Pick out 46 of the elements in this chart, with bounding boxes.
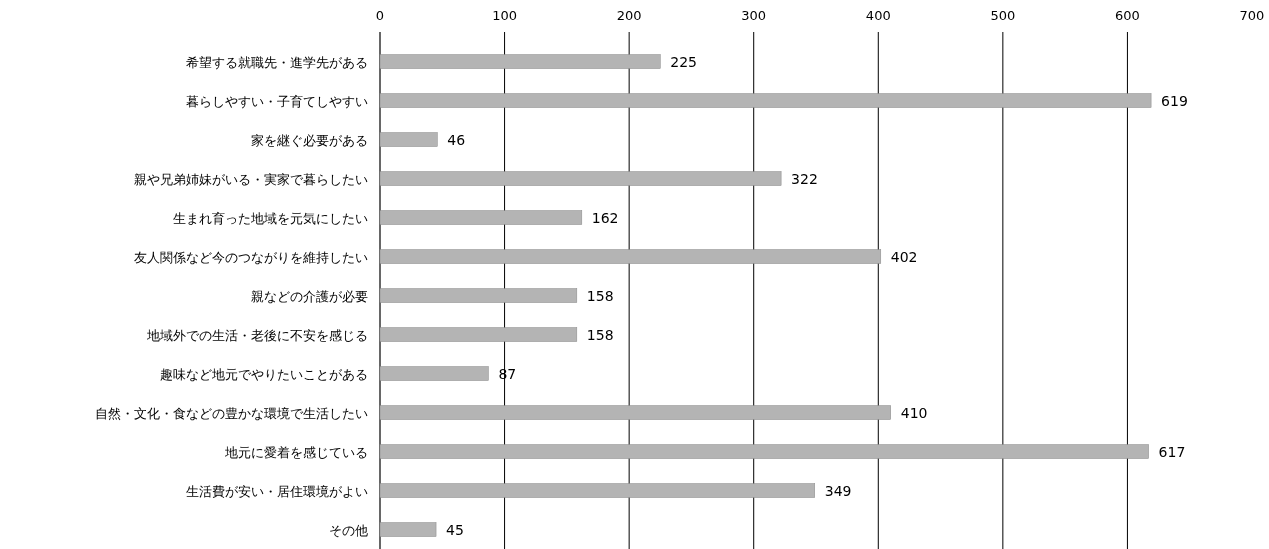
bar	[379, 405, 891, 420]
data-label: 410	[900, 404, 928, 421]
bar	[379, 171, 782, 186]
data-label: 322	[791, 170, 818, 187]
bar	[379, 483, 815, 498]
bar	[379, 288, 578, 303]
bar	[379, 93, 1152, 108]
bar	[379, 444, 1149, 459]
y-tick-label: 生まれ育った地域を元気にしたい	[173, 210, 368, 226]
x-tick-label: 200	[616, 8, 642, 23]
x-tick-label: 700	[1239, 8, 1265, 23]
data-label: 349	[824, 482, 852, 499]
y-tick-label: 希望する就職先・進学先がある	[186, 54, 368, 70]
y-tick-label: 親や兄弟姉妹がいる・実家で暮らしたい	[134, 171, 368, 187]
data-label: 158	[586, 287, 614, 304]
bar	[379, 54, 661, 69]
y-tick-label: 暮らしやすい・子育てしやすい	[186, 93, 368, 109]
y-tick-label: その他	[329, 522, 368, 538]
data-label: 45	[446, 521, 464, 538]
x-tick-label: 400	[865, 8, 891, 23]
bar	[379, 249, 882, 264]
y-tick-label: 生活費が安い・居住環境がよい	[186, 483, 368, 499]
y-tick-label: 親などの介護が必要	[251, 288, 368, 304]
data-label: 162	[591, 209, 619, 226]
y-tick-label: 趣味など地元でやりたいことがある	[160, 366, 368, 382]
x-tick-label: 0	[375, 8, 385, 23]
x-tick-label: 500	[990, 8, 1016, 23]
data-label: 617	[1158, 443, 1186, 460]
y-tick-label: 友人関係など今のつながりを維持したい	[134, 249, 368, 265]
data-label: 619	[1161, 92, 1188, 109]
data-label: 158	[586, 326, 614, 343]
y-tick-label: 地域外での生活・老後に不安を感じる	[146, 327, 368, 343]
data-label: 46	[447, 131, 466, 148]
bar	[379, 210, 583, 225]
data-label: 402	[890, 248, 918, 265]
y-tick-label: 自然・文化・食などの豊かな環境で生活したい	[95, 405, 368, 421]
bar	[379, 327, 578, 342]
y-tick-label: 家を継ぐ必要がある	[251, 132, 368, 148]
data-label: 225	[670, 53, 698, 70]
x-tick-label: 300	[741, 8, 767, 23]
bar	[379, 132, 438, 147]
bar	[379, 366, 489, 381]
x-tick-label: 100	[492, 8, 517, 23]
x-tick-label: 600	[1115, 8, 1140, 23]
y-tick-label: 地元に愛着を感じている	[224, 444, 368, 460]
bar	[379, 522, 437, 537]
